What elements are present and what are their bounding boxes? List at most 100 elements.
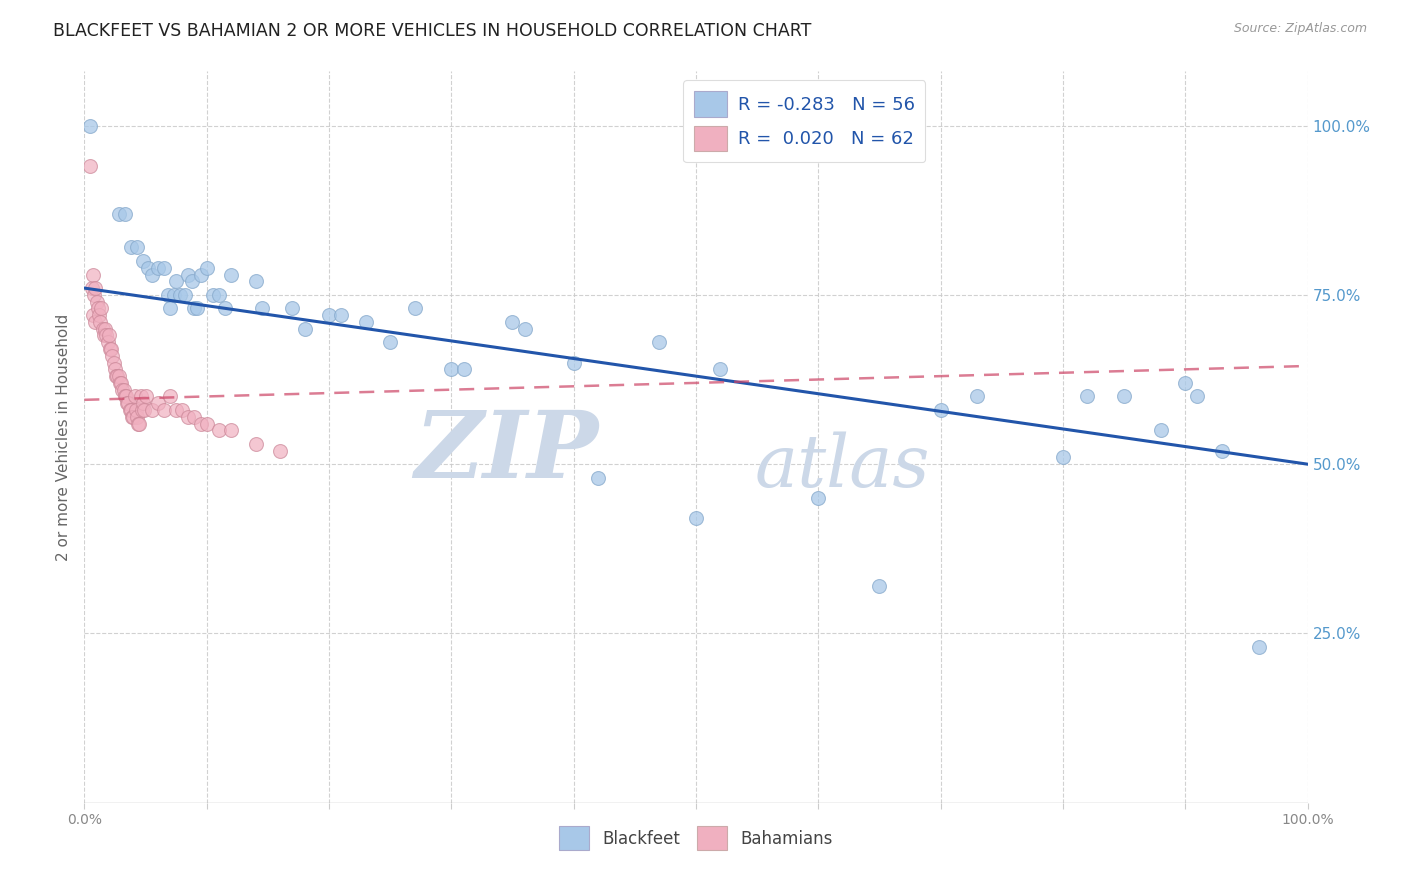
Point [440,362,463,376]
Text: Source: ZipAtlas.com: Source: ZipAtlas.com [1233,22,1367,36]
Point [105,369,128,384]
Point [177,409,200,424]
Point [177,268,200,282]
Point [156,288,179,302]
Point [146,396,169,410]
Point [82,308,104,322]
Point [208,288,231,302]
Point [86,294,108,309]
Point [117,396,139,410]
Point [141,268,163,282]
Point [318,308,340,322]
Point [118,403,141,417]
Point [83,288,105,302]
Point [104,362,127,376]
Point [807,491,830,505]
Point [112,383,135,397]
Point [125,409,148,424]
Point [219,423,242,437]
Point [125,403,148,417]
Point [79,159,101,173]
Point [1114,389,1136,403]
Point [685,511,707,525]
Point [281,301,304,316]
Point [502,315,524,329]
Point [195,260,218,275]
Point [87,301,110,316]
Point [966,389,988,403]
Point [115,389,138,403]
Point [107,206,129,220]
Point [183,301,205,316]
Point [120,403,142,417]
Point [84,281,107,295]
Point [330,308,353,322]
Point [214,301,236,316]
Point [84,315,107,329]
Point [1247,640,1270,654]
Text: atlas: atlas [755,431,931,501]
Point [163,288,186,302]
Point [129,389,152,403]
Point [159,389,181,403]
Point [82,268,104,282]
Point [869,579,891,593]
Point [132,254,155,268]
Point [165,274,187,288]
Point [153,403,176,417]
Point [513,322,536,336]
Point [269,443,291,458]
Point [453,362,475,376]
Point [101,349,124,363]
Point [114,389,136,403]
Point [93,328,115,343]
Point [110,376,132,390]
Point [91,322,114,336]
Point [294,322,316,336]
Point [97,335,120,350]
Point [1052,450,1074,465]
Point [190,268,212,282]
Point [1211,443,1233,458]
Point [125,240,148,254]
Point [128,417,150,431]
Point [1076,389,1098,403]
Point [107,369,129,384]
Point [89,315,111,329]
Point [190,417,212,431]
Point [219,268,242,282]
Point [648,335,671,350]
Point [135,389,157,403]
Point [929,403,952,417]
Point [1150,423,1173,437]
Point [380,335,402,350]
Point [115,396,138,410]
Point [131,403,153,417]
Point [87,308,110,322]
Point [586,471,609,485]
Point [121,409,143,424]
Point [103,355,125,369]
Point [354,315,377,329]
Point [201,288,224,302]
Point [404,301,426,316]
Point [181,274,204,288]
Point [111,383,134,397]
Point [105,369,128,384]
Point [100,342,122,356]
Point [159,301,181,316]
Point [183,409,205,424]
Point [108,376,131,390]
Point [709,362,731,376]
Point [1187,389,1209,403]
Point [141,403,163,417]
Text: BLACKFEET VS BAHAMIAN 2 OR MORE VEHICLES IN HOUSEHOLD CORRELATION CHART: BLACKFEET VS BAHAMIAN 2 OR MORE VEHICLES… [53,22,811,40]
Point [195,417,218,431]
Point [208,423,231,437]
Point [1174,376,1197,390]
Point [94,322,117,336]
Point [173,288,195,302]
Point [245,437,267,451]
Point [172,403,194,417]
Text: ZIP: ZIP [413,407,598,497]
